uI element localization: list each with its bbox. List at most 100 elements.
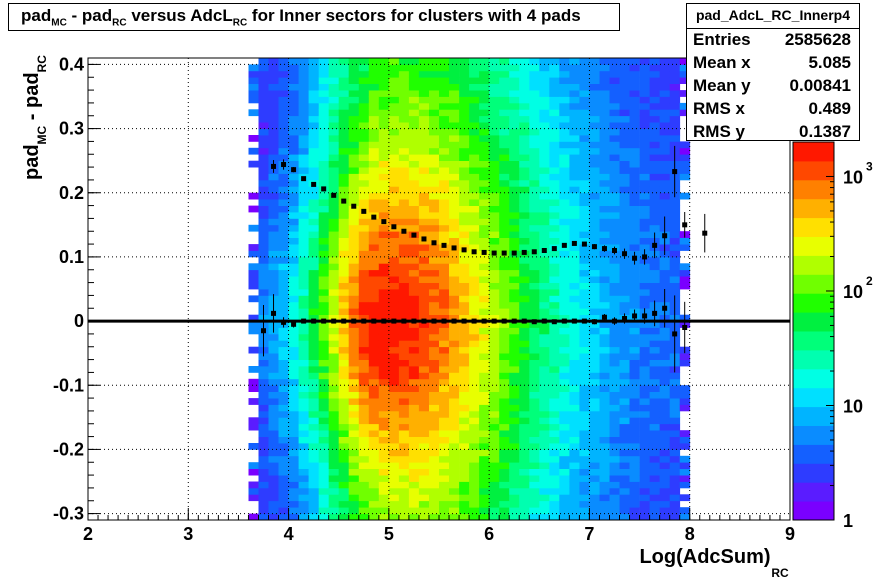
heat-cell [659,385,670,392]
heat-cell [589,462,600,469]
heat-cell [519,410,530,418]
heat-cell [248,147,259,155]
heat-cell [439,199,450,206]
heat-cell [418,115,430,123]
heat-cell [358,263,370,271]
heat-cell [278,378,289,386]
heat-cell [408,186,420,194]
heat-cell [258,256,269,264]
rms-point [451,245,457,251]
heat-cell [429,205,440,213]
heat-cell [288,500,299,508]
heat-cell [328,391,340,399]
heat-cell [529,244,540,251]
heat-cell [619,340,630,348]
y-axis-label-text: padMC - padRC [21,55,49,180]
mean-point [501,318,507,324]
heat-cell [669,417,681,425]
heat-cell [509,513,520,521]
heat-cell [278,58,289,65]
heat-cell [479,109,490,117]
heat-cell [348,436,360,444]
heat-cell [499,481,510,489]
heat-cell [469,449,480,457]
heat-cell [659,449,670,457]
heat-cell [398,475,410,482]
heat-cell [519,231,530,238]
heat-cell [398,340,410,348]
palette-swatch [793,331,834,351]
heat-cell [248,443,259,450]
heat-cell [298,314,309,322]
heat-cell [489,115,500,123]
heat-cell [298,500,309,508]
heat-cell [499,115,510,123]
heat-cell [589,83,600,91]
heat-cell [298,256,309,264]
heat-cell [338,468,350,476]
heat-cell [649,333,660,341]
heat-cell [308,205,319,213]
heat-cell [288,154,299,161]
heat-cell [459,475,470,482]
heat-cell [509,494,520,502]
heat-cell [619,282,630,290]
heat-cell [519,462,530,469]
heat-cell [539,212,550,219]
heat-cell [388,90,400,97]
heat-cell [408,398,420,405]
heat-cell [348,199,360,206]
heat-cell [519,70,530,78]
heat-cell [489,141,500,149]
heat-cell [429,147,440,155]
heat-cell [288,494,299,502]
heat-cell [589,475,600,482]
heat-cell [619,167,630,174]
heat-cell [469,410,480,418]
heat-cell [388,64,400,72]
rms-point [401,228,407,234]
heat-cell [328,346,340,354]
heat-cell [429,212,440,219]
heat-cell [398,314,410,322]
heat-cell [599,205,610,213]
heat-cell [519,327,530,335]
heat-cell [499,366,510,373]
heat-cell [509,468,520,476]
heat-cell [569,507,580,514]
heat-cell [338,372,350,380]
heat-cell [499,487,510,495]
heat-cell [599,455,610,463]
heat-cell [398,269,410,277]
heat-cell [639,462,650,469]
heat-cell [639,282,650,290]
heat-cell [579,301,590,309]
heat-cell [338,289,350,296]
heat-cell [549,346,560,354]
heat-cell [278,500,289,508]
heat-cell [549,391,560,399]
heat-cell [669,122,681,129]
heat-cell [328,308,340,315]
mean-point [361,318,367,324]
rms-point [291,167,297,173]
heat-cell [449,122,460,129]
heat-cell [308,250,319,258]
heat-cell [489,372,500,380]
heat-cell [619,269,630,277]
heat-cell [429,135,440,142]
heat-cell [449,449,460,457]
heat-cell [549,269,560,277]
heat-cell [258,468,269,476]
heat-cell [388,372,400,380]
heat-cell [529,70,540,78]
heat-cell [388,70,400,78]
heat-cell [278,468,289,476]
heat-cell [298,115,309,123]
heat-cell [368,321,380,328]
heat-cell [429,468,440,476]
heat-cell [459,147,470,155]
heat-cell [599,462,610,469]
heat-cell [378,115,390,123]
heat-cell [579,128,590,136]
